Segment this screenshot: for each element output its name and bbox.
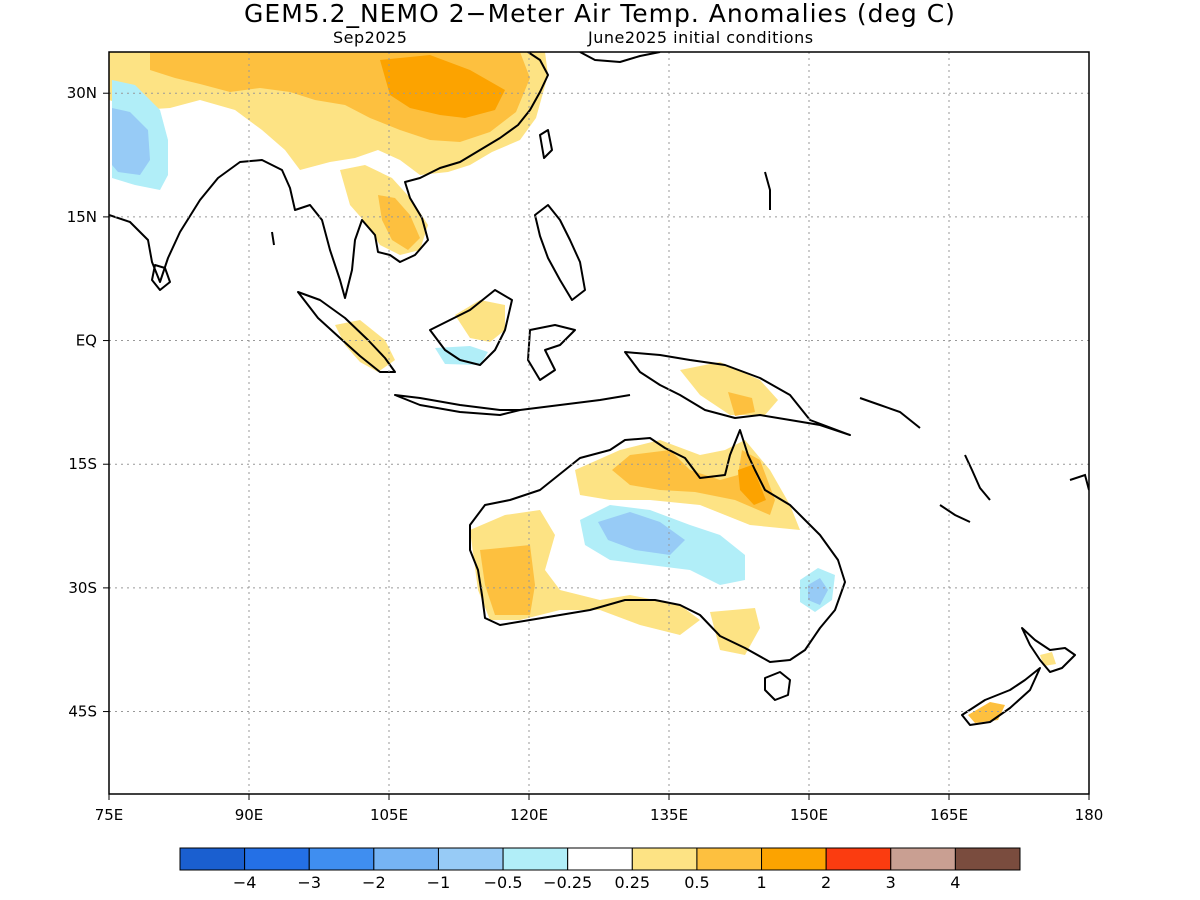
- colorbar-label-7: 0.5: [684, 873, 709, 892]
- colorbar-swatch-7: [631, 847, 698, 871]
- new-zealand-north-warm: [1040, 652, 1056, 666]
- y-tick-label-4: 30S: [68, 579, 97, 597]
- australia-coast: [469, 429, 846, 663]
- nusa-tenggara-coast: [519, 394, 631, 411]
- new-zealand-warm: [968, 702, 1005, 723]
- y-tick-label-0: 30N: [67, 84, 97, 102]
- gridlines: [109, 52, 1089, 794]
- colorbar-label-8: 1: [756, 873, 766, 892]
- sumatra-coast: [297, 291, 396, 373]
- axes: 75E 90E 105E 120E 135E 150E 165E 180 30N 15N EQ 15S…: [67, 84, 1104, 824]
- taiwan-coast: [539, 129, 553, 159]
- x-tick-label-6: 165E: [930, 806, 968, 824]
- new-zealand-north-coast: [1021, 627, 1076, 673]
- india-cool-core: [112, 108, 150, 175]
- colorbar-label-5: −0.25: [543, 873, 592, 892]
- west-australia-warm-core: [480, 545, 535, 615]
- borneo-warm: [455, 300, 505, 342]
- australia-north-warm-core: [612, 450, 775, 515]
- new-guinea-warm: [680, 362, 778, 415]
- colorbar-swatch-9: [761, 847, 827, 871]
- colorbar-swatch-4: [437, 847, 504, 871]
- colorbar-label-11: 4: [950, 873, 960, 892]
- borneo-coast: [429, 289, 513, 366]
- colorbar-label-6: 0.25: [614, 873, 650, 892]
- x-tick-label-3: 120E: [510, 806, 548, 824]
- southeast-australia-warm: [710, 608, 760, 655]
- x-tick-label-2: 105E: [370, 806, 408, 824]
- java-sea-cool: [435, 346, 488, 365]
- colorbar-swatch-0: [179, 847, 246, 871]
- new-guinea-warm-core: [728, 392, 755, 416]
- x-tick-label-1: 90E: [235, 806, 264, 824]
- sulawesi-coast: [527, 324, 576, 381]
- central-australia-cool-core: [598, 512, 685, 555]
- colorbar-swatch-11: [890, 847, 956, 871]
- init-conditions-label: June2025 initial conditions: [588, 28, 814, 47]
- andaman-islands-coast: [271, 231, 275, 246]
- japan-coast: [579, 52, 661, 63]
- y-tick-label-1: 15N: [67, 208, 97, 226]
- cape-york-warm-core: [738, 465, 766, 505]
- x-tick-label-7: 180: [1075, 806, 1104, 824]
- colorbar-label-4: −0.5: [484, 873, 523, 892]
- colorbar-swatch-5: [502, 847, 569, 871]
- coastlines: [109, 52, 1076, 726]
- colorbar-swatch-10: [825, 847, 892, 871]
- asia-mainland-coast: [109, 52, 549, 299]
- new-caledonia-coast: [939, 504, 971, 523]
- philippines-coast: [534, 204, 586, 301]
- tasmania-coast: [764, 671, 791, 701]
- new-guinea-coast: [624, 351, 851, 436]
- east-australia-cool-core: [808, 578, 828, 605]
- china-warm-core: [380, 55, 505, 118]
- colorbar-label-9: 2: [821, 873, 831, 892]
- colorbar-swatch-12: [954, 847, 1021, 871]
- plot-frame: [108, 51, 1090, 795]
- chart-title: GEM5.2_NEMO 2−Meter Air Temp. Anomalies …: [244, 0, 956, 28]
- x-tick-label-4: 135E: [650, 806, 688, 824]
- colorbar-label-3: −1: [427, 873, 451, 892]
- colorbar-swatch-3: [373, 847, 439, 871]
- anomaly-shading: [109, 52, 1056, 723]
- fiji-coast: [1069, 473, 1089, 491]
- x-tick-label-0: 75E: [95, 806, 124, 824]
- colorbar-swatch-2: [308, 847, 375, 871]
- y-tick-label-2: EQ: [76, 332, 97, 350]
- colorbar-swatch-8: [696, 847, 763, 871]
- colorbar-label-10: 3: [886, 873, 896, 892]
- colorbar-label-0: −4: [233, 873, 257, 892]
- new-zealand-south-coast: [961, 667, 1041, 726]
- valid-month-label: Sep2025: [333, 28, 408, 47]
- vanuatu-coast: [964, 454, 991, 501]
- mariana-islands-coast: [764, 171, 771, 210]
- y-tick-label-3: 15S: [68, 455, 97, 473]
- colorbar-label-2: −2: [362, 873, 386, 892]
- small-islands: [271, 171, 1089, 523]
- colorbar: −4 −3 −2 −1 −0.5 −0.25 0.25 0.5 1 2 3 4: [179, 847, 1021, 892]
- colorbar-swatch-1: [244, 847, 310, 871]
- solomon-islands-coast: [859, 397, 921, 429]
- x-tick-label-5: 150E: [790, 806, 828, 824]
- y-tick-label-5: 45S: [68, 703, 97, 721]
- sumatra-warm: [335, 320, 395, 372]
- sri-lanka-coast: [151, 264, 171, 291]
- java-coast: [394, 394, 521, 416]
- colorbar-label-1: −3: [297, 873, 321, 892]
- colorbar-swatch-6: [567, 847, 633, 871]
